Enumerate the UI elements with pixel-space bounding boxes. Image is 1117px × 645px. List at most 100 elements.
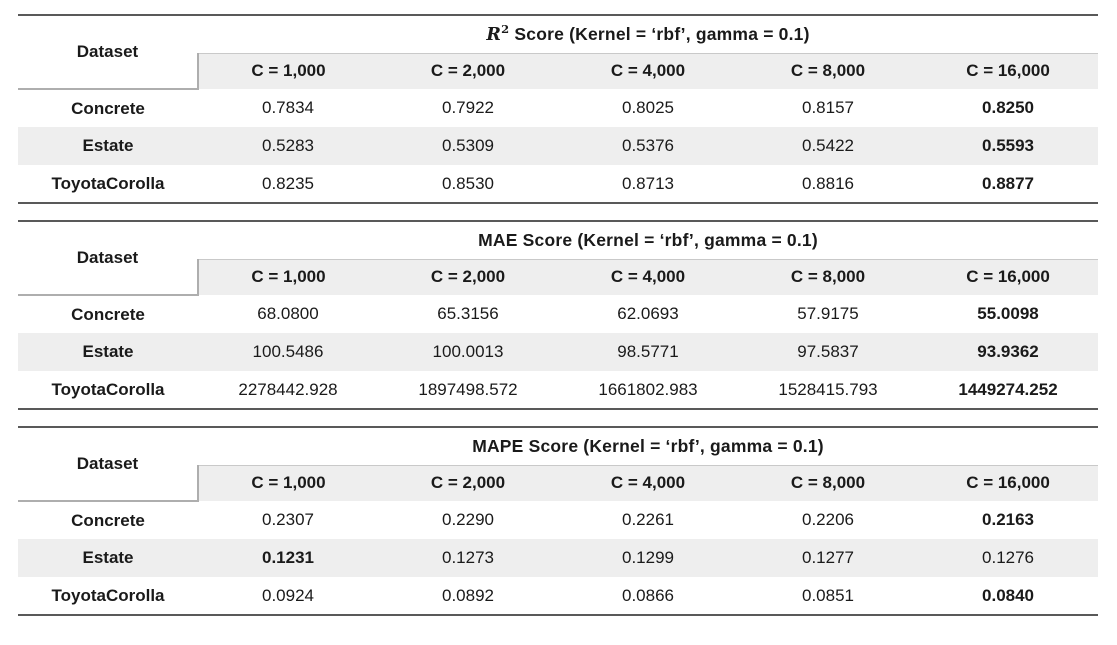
dataset-name: ToyotaCorolla xyxy=(51,379,165,399)
c-value-column-header: C = 1,000 xyxy=(197,53,378,89)
dataset-column-header: Dataset xyxy=(18,15,198,90)
best-value-cell: 0.8877 xyxy=(982,173,1035,193)
table-title: MAE Score (Kernel = ‘rbf’, gamma = 0.1) xyxy=(198,221,1099,260)
c-value-column-header: C = 16,000 xyxy=(918,465,1099,501)
c-value-column-header: C = 16,000 xyxy=(918,259,1099,295)
table-row-toyotacorolla: ToyotaCorolla 0.8235 0.8530 0.8713 0.8816 0.8… xyxy=(18,165,1098,203)
value-cell: 0.0892 xyxy=(442,585,494,605)
c-value-column-header: C = 8,000 xyxy=(738,259,918,295)
results-tables-page: Dataset R2 Score (Kernel = ‘rbf’, gamma … xyxy=(18,14,1117,616)
value-cell: 0.8025 xyxy=(622,98,674,117)
best-value-cell: 0.0840 xyxy=(982,585,1035,605)
value-cell: 0.2307 xyxy=(262,510,314,529)
c-value-column-header: C = 1,000 xyxy=(197,465,378,501)
value-cell: 0.0924 xyxy=(262,585,314,605)
dataset-name: Concrete xyxy=(71,304,145,324)
best-value-cell: 0.2163 xyxy=(982,510,1035,529)
value-cell: 0.2206 xyxy=(802,510,854,529)
value-cell: 0.8816 xyxy=(802,173,854,193)
value-cell: 0.5309 xyxy=(442,136,494,155)
table-row-concrete: Concrete 0.7834 0.7922 0.8025 0.8157 0.8250 xyxy=(18,89,1098,127)
table-row-estate: Estate 0.5283 0.5309 0.5376 0.5422 0.5593 xyxy=(18,127,1099,165)
c-value-column-header: C = 2,000 xyxy=(378,259,558,295)
table-row-estate: Estate 0.1231 0.1273 0.1299 0.1277 0.1276 xyxy=(18,539,1099,577)
best-value-cell: 55.0098 xyxy=(977,304,1039,323)
value-cell: 0.5376 xyxy=(622,136,674,155)
dataset-name: Estate xyxy=(82,548,134,567)
column-header-row: C = 1,000 C = 2,000 C = 4,000 C = 8,000 C = … xyxy=(18,53,1099,89)
title-row: Dataset MAE Score (Kernel = ‘rbf’, gamma… xyxy=(18,221,1099,296)
value-cell: 0.2290 xyxy=(442,510,494,529)
value-cell: 100.0013 xyxy=(432,342,504,361)
value-cell: 0.7922 xyxy=(442,98,494,117)
dataset-name: Concrete xyxy=(71,510,145,530)
value-cell: 0.7834 xyxy=(262,98,314,117)
best-value-cell: 0.8250 xyxy=(982,98,1035,117)
c-value-column-header: C = 16,000 xyxy=(918,53,1099,89)
table-row-toyotacorolla: ToyotaCorolla 2278442.928 1897498.572 16618… xyxy=(18,371,1098,409)
value-cell: 0.5283 xyxy=(262,136,314,155)
table-row-concrete: Concrete 0.2307 0.2290 0.2261 0.2206 0.2163 xyxy=(18,501,1098,539)
table-row-estate: Estate 100.5486 100.0013 98.5771 97.5837 93.9… xyxy=(18,333,1099,371)
title-row: Dataset R2 Score (Kernel = ‘rbf’, gamma … xyxy=(18,15,1099,90)
c-value-column-header: C = 2,000 xyxy=(378,465,558,501)
score-table-r2: Dataset R2 Score (Kernel = ‘rbf’, gamma … xyxy=(18,14,1117,204)
column-header-row: C = 1,000 C = 2,000 C = 4,000 C = 8,000 C = … xyxy=(18,465,1099,501)
value-cell: 68.0800 xyxy=(257,304,319,323)
value-cell: 0.1276 xyxy=(982,548,1035,567)
value-cell: 0.8530 xyxy=(442,173,494,193)
table-title-text: Score (Kernel = ‘rbf’, gamma = 0.1) xyxy=(509,23,810,44)
value-cell: 0.8235 xyxy=(262,173,314,193)
value-cell: 0.0851 xyxy=(802,585,854,605)
value-cell: 1661802.983 xyxy=(598,379,698,399)
best-value-cell: 0.5593 xyxy=(982,136,1035,155)
score-table-mae: Dataset MAE Score (Kernel = ‘rbf’, gamma… xyxy=(18,220,1117,410)
dataset-name: ToyotaCorolla xyxy=(51,173,165,193)
value-cell: 0.2261 xyxy=(622,510,674,529)
mae-score-table: Dataset MAE Score (Kernel = ‘rbf’, gamma… xyxy=(18,220,1099,410)
value-cell: 0.5422 xyxy=(802,136,854,155)
value-cell: 1897498.572 xyxy=(418,379,518,399)
c-value-column-header: C = 8,000 xyxy=(738,53,918,89)
value-cell: 100.5486 xyxy=(252,342,324,361)
title-row: Dataset MAPE Score (Kernel = ‘rbf’, gamm… xyxy=(18,427,1099,502)
value-cell: 62.0693 xyxy=(617,304,679,323)
table-row-concrete: Concrete 68.0800 65.3156 62.0693 57.9175 55.0… xyxy=(18,295,1098,333)
dataset-name: ToyotaCorolla xyxy=(51,585,165,605)
c-value-column-header: C = 4,000 xyxy=(558,259,738,295)
dataset-name: Concrete xyxy=(71,98,145,118)
best-value-cell: 93.9362 xyxy=(977,342,1039,361)
dataset-column-header: Dataset xyxy=(18,221,198,296)
table-title-text: MAE Score (Kernel = ‘rbf’, gamma = 0.1) xyxy=(478,229,818,250)
value-cell: 97.5837 xyxy=(797,342,859,361)
dataset-column-header: Dataset xyxy=(18,427,198,502)
c-value-column-header: C = 4,000 xyxy=(558,53,738,89)
table-title: R2 Score (Kernel = ‘rbf’, gamma = 0.1) xyxy=(198,15,1099,54)
value-cell: 57.9175 xyxy=(797,304,859,323)
value-cell: 0.1299 xyxy=(622,548,674,567)
c-value-column-header: C = 4,000 xyxy=(558,465,738,501)
dataset-name: Estate xyxy=(82,342,134,361)
dataset-name: Estate xyxy=(82,136,134,155)
value-cell: 0.0866 xyxy=(622,585,674,605)
c-value-column-header: C = 2,000 xyxy=(378,53,558,89)
table-row-toyotacorolla: ToyotaCorolla 0.0924 0.0892 0.0866 0.0851 0.0… xyxy=(18,577,1098,615)
table-title-text: MAPE Score (Kernel = ‘rbf’, gamma = 0.1) xyxy=(472,435,824,456)
mape-score-table: Dataset MAPE Score (Kernel = ‘rbf’, gamm… xyxy=(18,426,1099,616)
math-superscript: 2 xyxy=(501,21,510,36)
value-cell: 98.5771 xyxy=(617,342,679,361)
value-cell: 0.8713 xyxy=(622,173,674,193)
best-value-cell: 0.1231 xyxy=(262,548,314,567)
value-cell: 0.8157 xyxy=(802,98,854,117)
c-value-column-header: C = 8,000 xyxy=(738,465,918,501)
value-cell: 65.3156 xyxy=(437,304,499,323)
value-cell: 2278442.928 xyxy=(238,379,338,399)
table-title: MAPE Score (Kernel = ‘rbf’, gamma = 0.1) xyxy=(198,427,1099,466)
value-cell: 0.1277 xyxy=(802,548,854,567)
column-header-row: C = 1,000 C = 2,000 C = 4,000 C = 8,000 C = … xyxy=(18,259,1099,295)
value-cell: 0.1273 xyxy=(442,548,494,567)
value-cell: 1528415.793 xyxy=(778,379,878,399)
score-table-mape: Dataset MAPE Score (Kernel = ‘rbf’, gamm… xyxy=(18,426,1117,616)
c-value-column-header: C = 1,000 xyxy=(197,259,378,295)
r2-score-table: Dataset R2 Score (Kernel = ‘rbf’, gamma … xyxy=(18,14,1099,204)
